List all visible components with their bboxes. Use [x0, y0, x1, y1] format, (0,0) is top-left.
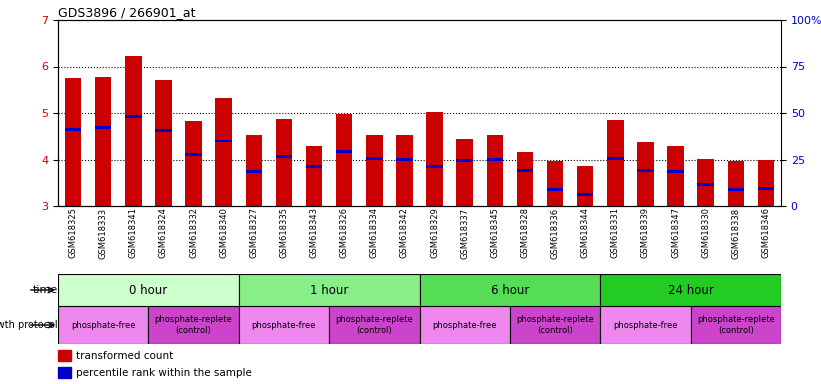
Bar: [65, 78, 81, 206]
Bar: [637, 142, 654, 206]
Text: 6 hour: 6 hour: [491, 283, 529, 296]
Bar: [690, 306, 781, 344]
Bar: [58, 306, 149, 344]
Bar: [215, 139, 232, 142]
Text: phosphate-replete
(control): phosphate-replete (control): [697, 315, 775, 335]
Bar: [426, 112, 443, 206]
Text: phosphate-replete
(control): phosphate-replete (control): [154, 315, 232, 335]
Bar: [58, 367, 71, 379]
Text: phosphate-free: phosphate-free: [433, 321, 497, 329]
Bar: [456, 159, 473, 162]
Bar: [95, 77, 112, 206]
Bar: [239, 306, 329, 344]
Bar: [155, 79, 172, 206]
Bar: [637, 169, 654, 172]
Text: transformed count: transformed count: [76, 351, 173, 361]
Bar: [510, 306, 600, 344]
Bar: [245, 135, 262, 206]
Bar: [58, 349, 71, 361]
Bar: [239, 274, 420, 306]
Text: 24 hour: 24 hour: [667, 283, 713, 296]
Bar: [577, 166, 594, 206]
Bar: [149, 306, 239, 344]
Bar: [547, 161, 563, 206]
Bar: [667, 146, 684, 206]
Bar: [758, 161, 774, 206]
Text: phosphate-replete
(control): phosphate-replete (control): [336, 315, 413, 335]
Bar: [329, 306, 420, 344]
Bar: [487, 135, 503, 206]
Bar: [65, 128, 81, 131]
Bar: [727, 161, 744, 206]
Bar: [547, 188, 563, 191]
Bar: [600, 274, 781, 306]
Text: time: time: [33, 285, 58, 295]
Bar: [516, 169, 533, 172]
Bar: [397, 135, 413, 206]
Bar: [397, 158, 413, 161]
Bar: [697, 183, 714, 185]
Text: phosphate-free: phosphate-free: [252, 321, 316, 329]
Bar: [487, 158, 503, 161]
Bar: [420, 274, 600, 306]
Bar: [577, 193, 594, 196]
Bar: [600, 306, 690, 344]
Bar: [607, 157, 624, 160]
Text: GDS3896 / 266901_at: GDS3896 / 266901_at: [58, 6, 195, 19]
Bar: [697, 159, 714, 206]
Bar: [366, 157, 383, 160]
Text: phosphate-free: phosphate-free: [71, 321, 135, 329]
Bar: [186, 154, 202, 156]
Text: phosphate-replete
(control): phosphate-replete (control): [516, 315, 594, 335]
Bar: [155, 129, 172, 132]
Bar: [366, 135, 383, 206]
Bar: [186, 121, 202, 206]
Bar: [667, 170, 684, 172]
Bar: [336, 150, 352, 153]
Bar: [727, 188, 744, 191]
Bar: [305, 165, 323, 168]
Bar: [245, 170, 262, 172]
Bar: [305, 146, 323, 206]
Bar: [456, 139, 473, 206]
Text: percentile rank within the sample: percentile rank within the sample: [76, 368, 252, 378]
Bar: [336, 114, 352, 206]
Text: 1 hour: 1 hour: [310, 283, 348, 296]
Bar: [420, 306, 510, 344]
Bar: [516, 152, 533, 206]
Bar: [58, 274, 239, 306]
Text: phosphate-free: phosphate-free: [613, 321, 677, 329]
Bar: [125, 56, 141, 206]
Text: 0 hour: 0 hour: [129, 283, 167, 296]
Bar: [95, 126, 112, 129]
Bar: [426, 165, 443, 168]
Bar: [758, 187, 774, 190]
Text: growth protocol: growth protocol: [0, 320, 58, 330]
Bar: [276, 119, 292, 206]
Bar: [276, 155, 292, 158]
Bar: [125, 115, 141, 118]
Bar: [215, 98, 232, 206]
Bar: [607, 120, 624, 206]
